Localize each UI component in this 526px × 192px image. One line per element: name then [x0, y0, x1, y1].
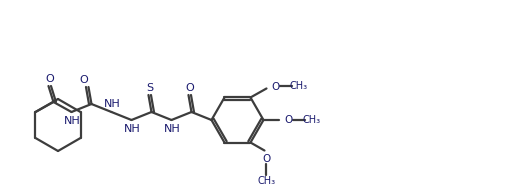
- Text: O: O: [185, 83, 194, 93]
- Text: O: O: [271, 83, 280, 93]
- Text: NH: NH: [164, 124, 181, 134]
- Text: CH₃: CH₃: [257, 175, 276, 185]
- Text: NH: NH: [64, 116, 81, 126]
- Text: O: O: [45, 74, 54, 84]
- Text: NH: NH: [124, 124, 141, 134]
- Text: O: O: [285, 115, 292, 125]
- Text: S: S: [146, 83, 153, 93]
- Text: NH: NH: [104, 99, 121, 109]
- Text: CH₃: CH₃: [289, 81, 308, 91]
- Text: O: O: [262, 154, 270, 164]
- Text: CH₃: CH₃: [302, 115, 320, 125]
- Text: O: O: [79, 75, 88, 85]
